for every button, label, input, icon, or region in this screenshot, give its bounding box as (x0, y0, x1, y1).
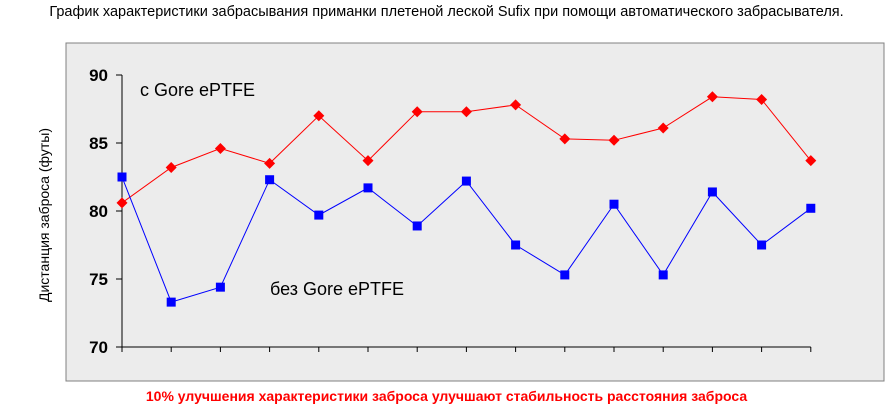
chart-title: График характеристики забрасывания прима… (49, 4, 844, 20)
y-tick-label: 85 (89, 134, 108, 153)
y-tick-label: 70 (89, 338, 108, 357)
y-tick-label: 75 (89, 270, 108, 289)
data-point (411, 106, 423, 118)
data-point (116, 197, 128, 209)
plot-frame (65, 42, 885, 382)
data-point (363, 183, 373, 193)
data-point (166, 297, 176, 307)
data-point (657, 122, 669, 134)
data-point (265, 175, 275, 185)
footnote: 10% улучшения характеристики заброса улу… (145, 388, 748, 404)
data-point (707, 187, 717, 197)
data-point (510, 99, 522, 111)
y-tick-label: 80 (89, 202, 108, 221)
data-point (608, 134, 620, 146)
data-point (806, 203, 816, 213)
data-point (460, 106, 472, 118)
data-point (117, 172, 127, 182)
data-point (609, 199, 619, 209)
data-point (757, 240, 767, 250)
data-point (461, 176, 471, 186)
data-point (560, 270, 570, 280)
data-point (658, 270, 668, 280)
data-point (362, 155, 374, 167)
series-label-no-gore: без Gore ePTFE (270, 279, 404, 299)
data-point (756, 93, 768, 105)
data-point (805, 155, 817, 167)
data-point (706, 91, 718, 103)
y-tick-label: 90 (89, 66, 108, 85)
axes: 70 75 80 85 90 (89, 66, 812, 357)
data-point (314, 210, 324, 220)
data-point (412, 221, 422, 231)
data-point (559, 133, 571, 145)
data-point (165, 161, 177, 173)
series-label-gore: с Gore ePTFE (140, 80, 255, 100)
data-point (264, 157, 276, 169)
data-point (215, 282, 225, 292)
data-point (214, 142, 226, 154)
data-point (313, 110, 325, 122)
data-point (511, 240, 521, 250)
series-markers (116, 91, 817, 307)
